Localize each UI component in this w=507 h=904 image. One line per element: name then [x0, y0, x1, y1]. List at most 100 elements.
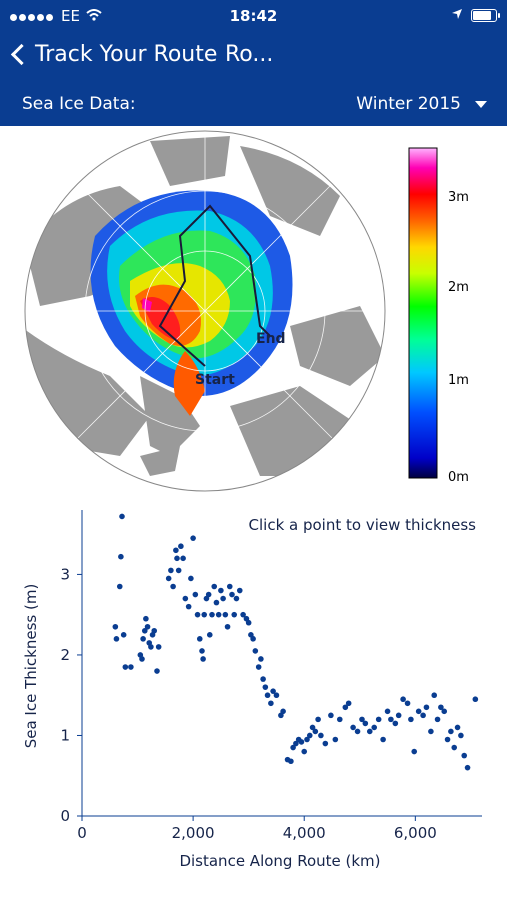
data-point[interactable] [182, 595, 189, 602]
data-point[interactable] [144, 623, 151, 630]
data-point[interactable] [309, 724, 316, 731]
data-point[interactable] [362, 720, 369, 727]
data-point[interactable] [388, 716, 394, 723]
data-point[interactable] [408, 716, 414, 723]
data-point[interactable] [342, 704, 349, 711]
data-point[interactable] [345, 700, 352, 707]
data-point[interactable] [431, 692, 438, 699]
data-point[interactable] [229, 591, 235, 598]
data-point[interactable] [143, 615, 149, 622]
back-button[interactable]: Track Your Route [10, 42, 217, 67]
data-point[interactable] [371, 724, 378, 731]
data-point[interactable] [188, 575, 194, 582]
data-point[interactable] [199, 648, 205, 654]
data-point[interactable] [298, 739, 305, 745]
data-point[interactable] [428, 728, 434, 735]
data-point[interactable] [140, 636, 146, 642]
data-point[interactable] [200, 656, 206, 662]
data-point[interactable] [423, 704, 430, 711]
data-point[interactable] [201, 611, 208, 618]
data-point[interactable] [118, 553, 124, 560]
data-point[interactable] [420, 712, 426, 719]
data-point[interactable] [192, 591, 199, 598]
data-point[interactable] [434, 716, 441, 723]
data-point[interactable] [255, 664, 262, 670]
data-point[interactable] [404, 700, 411, 707]
data-point[interactable] [168, 567, 174, 574]
data-point[interactable] [288, 758, 294, 765]
data-point[interactable] [400, 696, 406, 703]
data-point[interactable] [252, 648, 259, 654]
data-point[interactable] [174, 555, 180, 562]
data-point[interactable] [151, 627, 158, 634]
data-point[interactable] [264, 692, 271, 699]
data-point[interactable] [141, 627, 148, 634]
data-point[interactable] [128, 664, 134, 670]
data-point[interactable] [290, 744, 296, 751]
data-point[interactable] [472, 696, 479, 703]
data-point[interactable] [194, 611, 201, 618]
data-point[interactable] [122, 664, 129, 670]
data-point[interactable] [448, 728, 454, 735]
data-point[interactable] [116, 583, 123, 590]
data-point[interactable] [322, 740, 329, 747]
data-point[interactable] [154, 668, 160, 674]
data-point[interactable] [293, 740, 299, 747]
data-point[interactable] [218, 587, 224, 594]
data-point[interactable] [180, 555, 186, 562]
data-point[interactable] [304, 736, 310, 743]
data-point[interactable] [441, 708, 448, 715]
data-point[interactable] [240, 611, 246, 618]
data-point[interactable] [213, 599, 220, 606]
data-point[interactable] [250, 636, 256, 642]
data-point[interactable] [375, 716, 382, 723]
data-point[interactable] [270, 688, 276, 694]
data-point[interactable] [196, 636, 203, 642]
data-point[interactable] [438, 704, 444, 711]
data-point[interactable] [359, 716, 365, 723]
data-point[interactable] [178, 543, 184, 550]
data-point[interactable] [245, 619, 252, 626]
data-point[interactable] [260, 676, 266, 682]
data-point[interactable] [336, 716, 343, 723]
data-point[interactable] [165, 575, 172, 582]
season-select[interactable]: Winter 2015 [356, 94, 487, 114]
data-point[interactable] [415, 708, 422, 715]
data-point[interactable] [366, 728, 373, 735]
data-point[interactable] [306, 732, 313, 739]
data-point[interactable] [258, 656, 264, 662]
data-point[interactable] [222, 611, 229, 618]
data-point[interactable] [268, 700, 274, 707]
data-point[interactable] [231, 611, 238, 618]
data-point[interactable] [262, 684, 269, 690]
data-point[interactable] [454, 724, 461, 731]
data-point[interactable] [173, 547, 179, 554]
data-point[interactable] [170, 583, 176, 590]
data-point[interactable] [119, 513, 125, 520]
data-point[interactable] [148, 644, 154, 650]
data-point[interactable] [215, 611, 222, 618]
data-point[interactable] [112, 623, 119, 630]
data-point[interactable] [273, 692, 280, 699]
data-point[interactable] [350, 724, 356, 731]
data-point[interactable] [280, 708, 286, 715]
data-point[interactable] [206, 632, 213, 638]
data-point[interactable] [318, 732, 324, 739]
data-point[interactable] [380, 736, 386, 743]
data-point[interactable] [190, 535, 196, 541]
data-point[interactable] [233, 595, 240, 602]
data-point[interactable] [384, 708, 391, 715]
data-point[interactable] [354, 728, 361, 735]
data-point[interactable] [315, 716, 321, 723]
data-point[interactable] [209, 611, 215, 618]
data-point[interactable] [328, 712, 334, 719]
data-point[interactable] [301, 748, 308, 755]
data-point[interactable] [139, 656, 145, 662]
data-point[interactable] [332, 736, 339, 743]
data-point[interactable] [444, 736, 451, 743]
data-point[interactable] [236, 587, 243, 594]
data-point[interactable] [211, 583, 218, 590]
data-point[interactable] [113, 636, 120, 642]
data-point[interactable] [451, 744, 458, 751]
data-point[interactable] [411, 748, 418, 755]
